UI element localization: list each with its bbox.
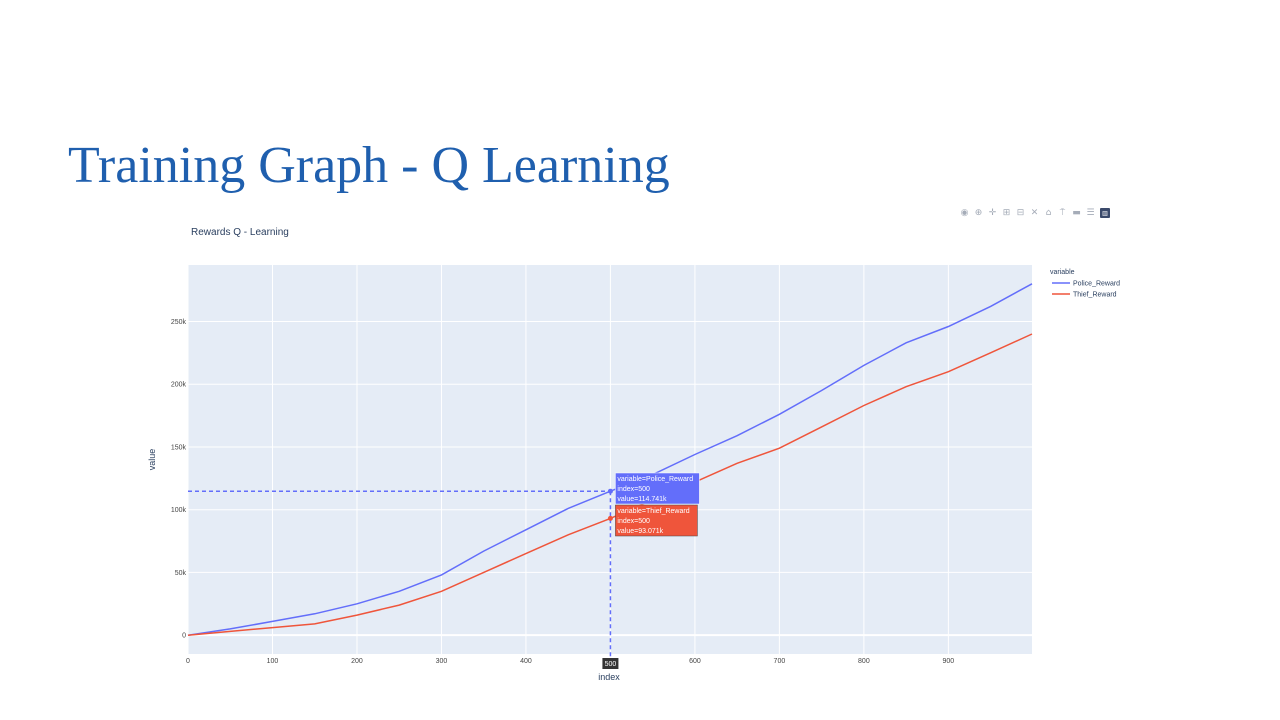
x-tick-label: 800 [858, 658, 870, 665]
slide-title: Training Graph - Q Learning [68, 137, 670, 194]
hover-point [607, 488, 613, 494]
hover-x-box [602, 658, 619, 669]
home-icon[interactable]: ⌂ [1045, 207, 1052, 218]
hover-compare-icon[interactable]: ☰ [1086, 207, 1095, 218]
hover-point [607, 515, 613, 521]
hover-tooltip-line: index=500 [617, 486, 650, 493]
pan-icon[interactable]: ✛ [988, 207, 997, 218]
y-tick-label: 100k [171, 507, 187, 514]
x-tick-label: 400 [520, 658, 532, 665]
x-tick-label: 200 [351, 658, 363, 665]
legend-label: Police_Reward [1073, 281, 1120, 288]
zoom-out-icon[interactable]: ⊟ [1016, 207, 1025, 218]
autoscale-icon[interactable]: ✕ [1030, 207, 1039, 218]
hover-closest-icon[interactable]: ▬ [1072, 207, 1081, 218]
camera-icon[interactable]: ◉ [960, 207, 969, 218]
plotly-logo-icon[interactable]: ▥ [1100, 208, 1110, 218]
y-tick-label: 250k [171, 319, 187, 326]
x-tick-label: 900 [943, 658, 955, 665]
legend-label: Thief_Reward [1073, 292, 1117, 299]
y-tick-label: 200k [171, 382, 187, 389]
hover-tooltip-line: index=500 [617, 518, 650, 525]
hover-x-label: 500 [605, 661, 617, 668]
y-axis-title: value [147, 449, 157, 471]
y-tick-label: 150k [171, 444, 187, 451]
x-axis-title: index [598, 672, 620, 682]
zoom-icon[interactable]: ⊕ [974, 207, 983, 218]
hover-tooltip-line: variable=Thief_Reward [617, 508, 689, 515]
spike-lines-icon[interactable]: ⍑ [1059, 207, 1066, 218]
hover-tooltip-line: value=93.071k [617, 528, 663, 535]
hover-tooltip [615, 472, 700, 505]
x-tick-label: 0 [186, 658, 190, 665]
x-tick-label: 600 [689, 658, 701, 665]
legend-title: variable [1050, 269, 1075, 276]
chart-title: Rewards Q - Learning [191, 227, 289, 238]
y-tick-label: 0 [182, 633, 186, 640]
zoom-in-icon[interactable]: ⊞ [1002, 207, 1011, 218]
y-tick-label: 50k [175, 570, 187, 577]
hover-tooltip [615, 504, 698, 537]
x-tick-label: 700 [774, 658, 786, 665]
x-tick-label: 300 [436, 658, 448, 665]
hover-tooltip-line: value=114.741k [617, 496, 667, 503]
x-tick-label: 100 [267, 658, 279, 665]
hover-tooltip-line: variable=Police_Reward [617, 476, 693, 483]
chart-modebar: ◉ ⊕ ✛ ⊞ ⊟ ✕ ⌂ ⍑ ▬ ☰ ▥ [960, 207, 1110, 219]
